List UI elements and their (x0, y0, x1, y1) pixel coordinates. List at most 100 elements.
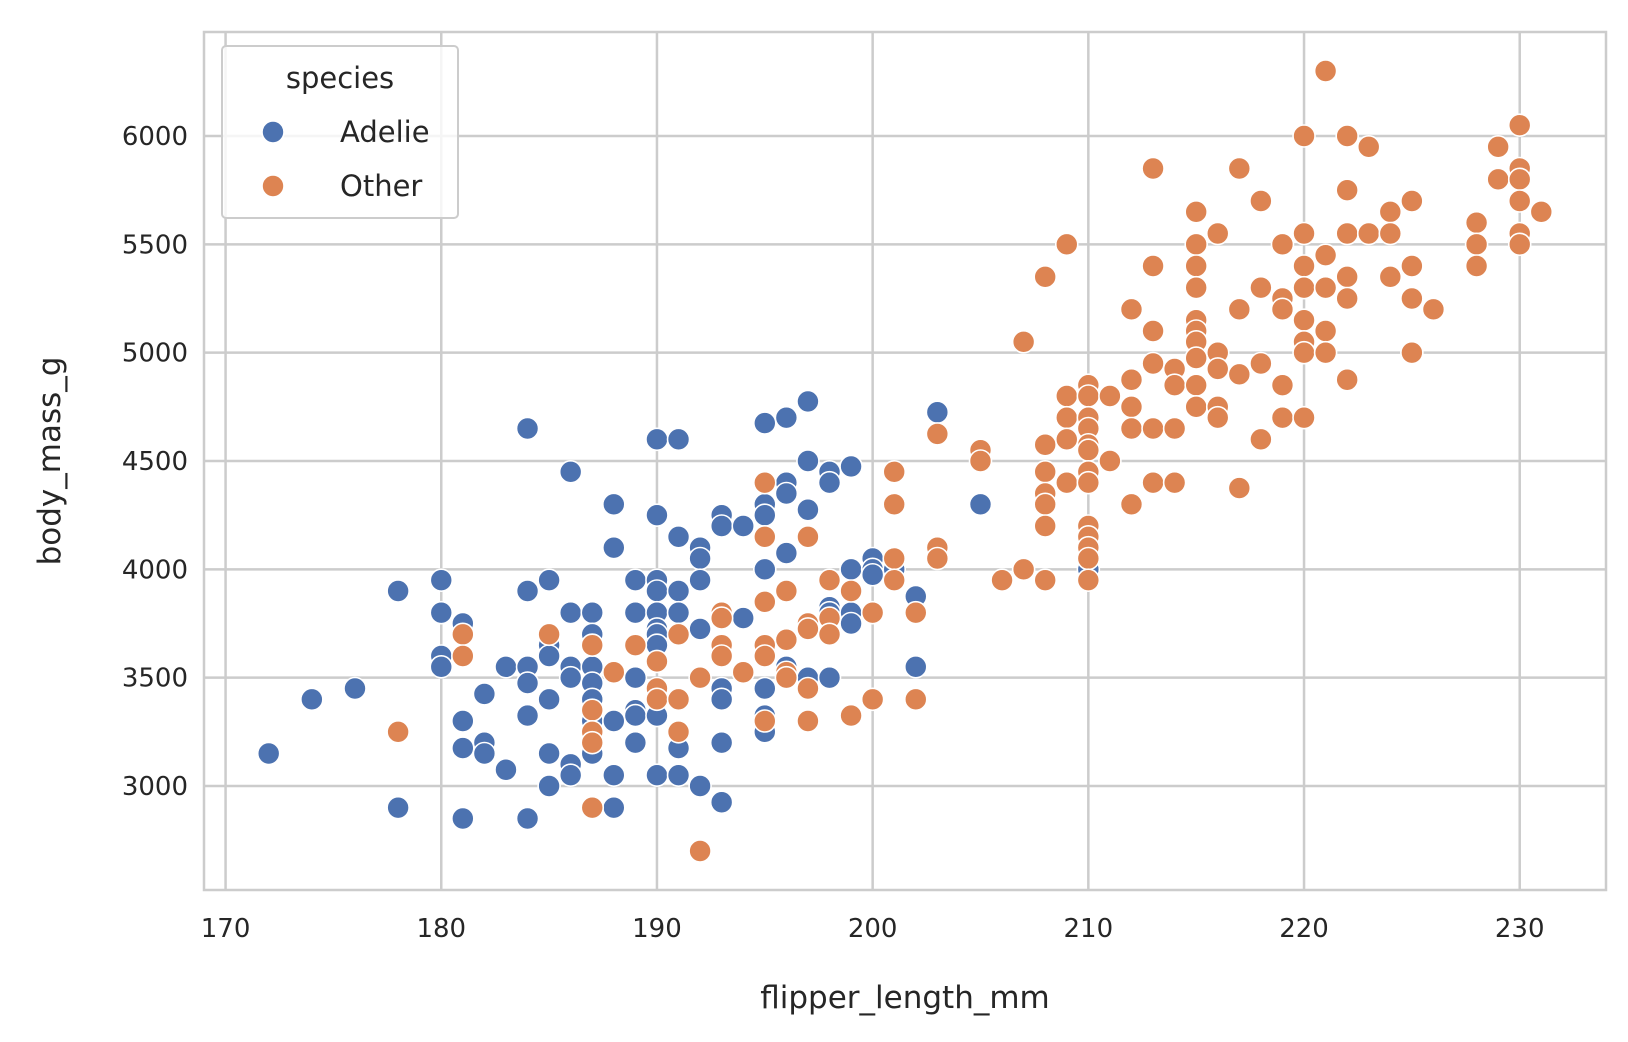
data-point (1335, 265, 1359, 289)
data-point (1205, 405, 1230, 430)
data-point (494, 757, 518, 782)
data-point (1464, 232, 1489, 257)
plot-area-frame (202, 30, 1608, 892)
data-point (1486, 167, 1510, 192)
y-tick-label: 6000 (122, 122, 188, 152)
data-point (817, 568, 842, 592)
data-point (666, 600, 691, 625)
data-point (1119, 395, 1144, 419)
data-point (1205, 357, 1230, 381)
data-point (752, 411, 777, 435)
data-point (1249, 351, 1273, 376)
data-point (1076, 438, 1101, 462)
data-point (602, 795, 626, 820)
data-point (774, 541, 799, 565)
data-point (1292, 308, 1316, 332)
data-point (752, 590, 777, 614)
x-tick-label: 180 (416, 914, 466, 944)
data-point (709, 790, 734, 815)
data-point (1292, 340, 1316, 365)
legend-marker (261, 174, 285, 198)
data-point (731, 660, 756, 685)
data-point (1141, 254, 1165, 278)
data-point (1184, 200, 1208, 224)
data-point (623, 730, 648, 755)
data-point (1141, 416, 1165, 441)
data-point (1205, 221, 1230, 246)
data-point (451, 644, 475, 668)
data-point (1270, 297, 1295, 322)
data-point (817, 622, 842, 647)
y-axis-label: body_mass_g (32, 357, 68, 566)
data-point (1184, 254, 1208, 278)
data-point (1162, 470, 1187, 495)
data-point (537, 568, 561, 592)
data-point (1335, 367, 1359, 392)
data-point (1141, 470, 1165, 495)
data-point (752, 557, 777, 582)
data-point (1033, 432, 1057, 457)
data-point (839, 611, 863, 636)
data-points (256, 59, 1554, 863)
data-point (1335, 124, 1359, 148)
data-point (1400, 189, 1424, 213)
legend-box (221, 45, 459, 219)
data-point (709, 687, 734, 712)
data-point (925, 422, 950, 446)
data-point (343, 676, 367, 701)
data-point (882, 460, 907, 484)
data-point (451, 806, 475, 831)
data-point (796, 389, 820, 414)
y-tick-label: 4500 (122, 447, 188, 477)
data-point (1184, 373, 1208, 397)
data-point (1076, 384, 1101, 408)
data-point (839, 557, 863, 582)
data-point (645, 503, 669, 527)
data-point (1119, 492, 1144, 517)
data-point (558, 763, 583, 787)
data-point (1227, 156, 1252, 181)
data-point (666, 687, 691, 712)
series-other (386, 59, 1554, 863)
data-point (882, 492, 907, 517)
data-point (1292, 405, 1316, 430)
data-point (558, 665, 583, 690)
data-point (1400, 340, 1424, 365)
data-point (709, 514, 734, 538)
data-point (1119, 297, 1144, 322)
data-point (472, 741, 497, 766)
data-point (580, 795, 605, 820)
data-point (1249, 189, 1273, 213)
data-point (1184, 275, 1208, 300)
x-tick-label: 170 (201, 914, 251, 944)
y-tick-labels: 3000 3500 4000 4500 5000 5500 6000 (122, 122, 188, 802)
x-tick-label: 220 (1279, 914, 1329, 944)
data-point (515, 579, 540, 603)
data-point (602, 660, 626, 685)
data-point (537, 622, 561, 647)
data-point (1356, 135, 1381, 159)
data-point (1313, 319, 1338, 343)
data-point (1292, 221, 1316, 246)
data-point (796, 617, 820, 641)
data-point (1054, 405, 1079, 430)
data-point (817, 665, 842, 690)
data-point (1098, 449, 1122, 473)
data-point (515, 703, 540, 728)
data-point (429, 568, 454, 592)
data-point (623, 568, 648, 592)
data-point (515, 416, 540, 441)
data-point (429, 600, 454, 625)
data-point (1227, 476, 1252, 500)
data-point (688, 839, 712, 863)
data-point (623, 600, 648, 625)
data-point (602, 709, 626, 733)
x-axis-label: flipper_length_mm (760, 980, 1050, 1016)
data-point (602, 492, 626, 517)
data-point (796, 676, 820, 701)
data-point (731, 606, 756, 630)
data-point (1529, 200, 1554, 224)
data-point (1098, 384, 1122, 408)
data-point (515, 671, 540, 695)
data-point (1292, 254, 1316, 278)
